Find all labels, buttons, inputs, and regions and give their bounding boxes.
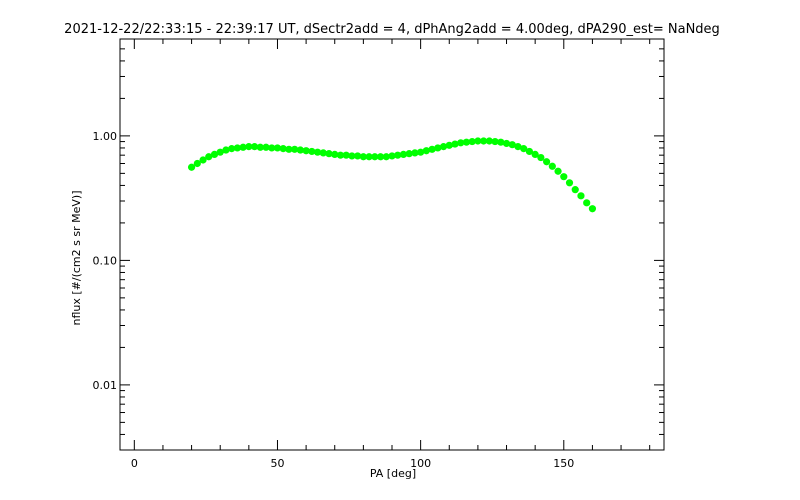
data-point (548, 162, 556, 170)
data-point (233, 144, 241, 152)
data-point (199, 156, 207, 164)
data-point (382, 153, 390, 161)
data-point (537, 153, 545, 162)
data-point (296, 146, 304, 154)
data-point (560, 173, 568, 181)
data-point (514, 143, 522, 151)
data-point (342, 151, 350, 159)
data-point (273, 144, 282, 152)
data-point (262, 143, 270, 151)
x-tick-label: 150 (553, 457, 574, 470)
data-point (491, 137, 499, 146)
data-point (285, 145, 293, 153)
data-point (228, 145, 236, 153)
data-point (319, 149, 327, 157)
data-point (531, 150, 539, 159)
data-point (302, 147, 310, 155)
data-point (205, 153, 213, 161)
data-point (222, 146, 230, 154)
data-point (359, 153, 367, 161)
data-point (434, 144, 442, 152)
y-tick-label: 0.01 (93, 379, 118, 392)
data-point (417, 148, 425, 156)
data-point (394, 151, 402, 159)
tick-labels: 0 50 100 150 0.01 0.10 1.00 (93, 130, 575, 470)
data-point (462, 138, 471, 146)
data-point (245, 143, 253, 151)
y-axis-label: nflux [#/(cm2 s sr MeV)] (70, 191, 83, 326)
data-point (313, 148, 322, 156)
data-point (187, 163, 196, 171)
data-point (411, 149, 419, 157)
data-point (422, 147, 430, 155)
data-point (571, 186, 579, 194)
data-point (336, 151, 345, 159)
y-tick-label: 0.10 (93, 254, 118, 267)
data-point (279, 145, 287, 153)
data-point (325, 150, 333, 158)
data-point (250, 143, 259, 151)
data-point (508, 141, 516, 149)
data-point (428, 145, 436, 153)
data-point (291, 145, 299, 153)
data-point (497, 138, 505, 146)
data-series (187, 137, 597, 213)
data-point (445, 141, 453, 149)
data-point (210, 150, 219, 159)
data-point (502, 139, 511, 148)
data-point (554, 167, 562, 175)
data-point (399, 150, 408, 159)
data-point (474, 137, 482, 145)
data-point (468, 137, 476, 146)
x-axis-label: PA [deg] (370, 467, 416, 480)
data-point (348, 152, 356, 160)
data-point (543, 158, 551, 166)
data-point (583, 199, 591, 207)
data-point (439, 143, 448, 151)
x-tick-label: 100 (410, 457, 431, 470)
data-point (577, 192, 585, 200)
data-point (388, 152, 396, 160)
data-point (588, 205, 597, 213)
x-tick-label: 50 (270, 457, 284, 470)
data-point (565, 179, 574, 187)
data-point (239, 143, 247, 151)
data-point (520, 145, 528, 153)
data-point (308, 147, 316, 156)
data-point (256, 143, 264, 151)
data-point (451, 140, 459, 148)
data-point (525, 147, 534, 156)
data-point (480, 137, 488, 145)
chart-title: 2021-12-22/22:33:15 - 22:39:17 UT, dSect… (64, 22, 720, 37)
data-point (354, 152, 362, 160)
data-point (457, 139, 465, 147)
data-point (376, 153, 385, 161)
data-point (216, 148, 224, 156)
data-point (193, 159, 201, 168)
data-point (268, 144, 276, 152)
data-point (331, 150, 339, 159)
y-tick-label: 1.00 (93, 130, 118, 143)
axis-ticks (120, 38, 664, 451)
data-point (371, 153, 379, 161)
x-tick-label: 0 (131, 457, 138, 470)
data-point (485, 137, 493, 145)
data-point (365, 153, 373, 161)
data-point (405, 150, 413, 158)
